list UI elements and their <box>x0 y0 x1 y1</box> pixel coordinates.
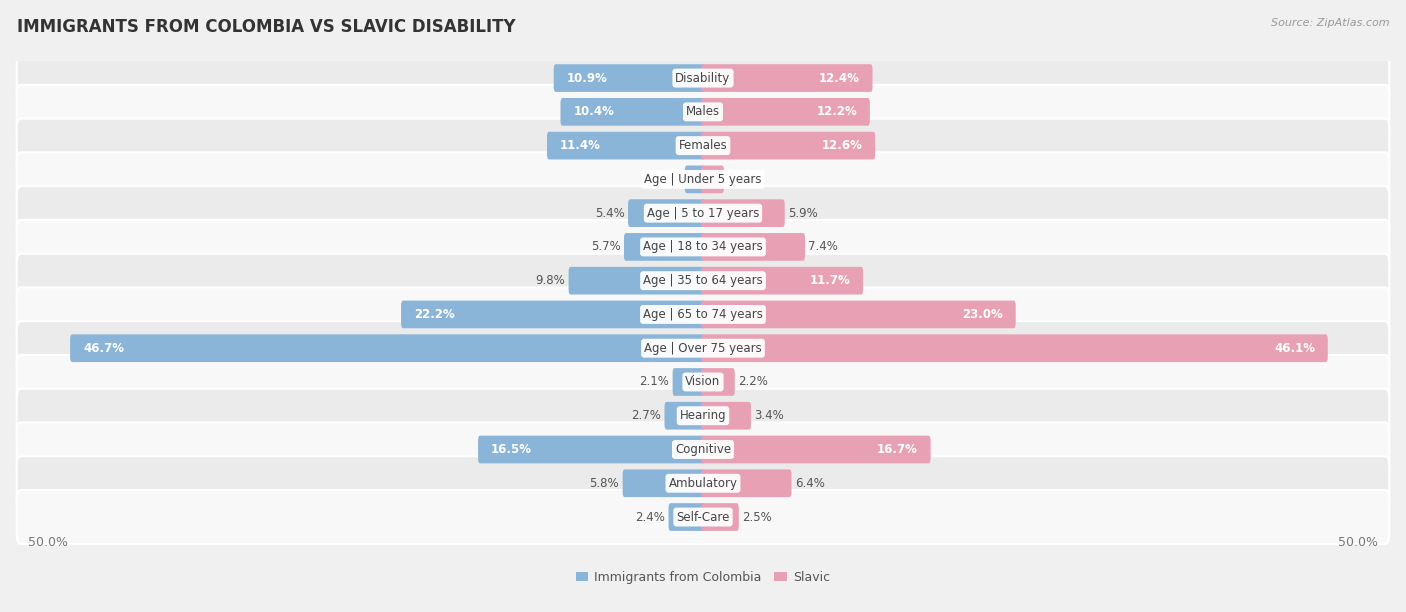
FancyBboxPatch shape <box>628 200 704 227</box>
FancyBboxPatch shape <box>17 51 1389 105</box>
Text: Age | 35 to 64 years: Age | 35 to 64 years <box>643 274 763 287</box>
FancyBboxPatch shape <box>702 64 873 92</box>
Text: 6.4%: 6.4% <box>794 477 825 490</box>
Text: Disability: Disability <box>675 72 731 84</box>
Text: 46.1%: 46.1% <box>1274 341 1315 355</box>
FancyBboxPatch shape <box>702 469 792 497</box>
FancyBboxPatch shape <box>401 300 704 328</box>
FancyBboxPatch shape <box>672 368 704 396</box>
Legend: Immigrants from Colombia, Slavic: Immigrants from Colombia, Slavic <box>575 571 831 584</box>
FancyBboxPatch shape <box>561 98 704 125</box>
FancyBboxPatch shape <box>702 98 870 125</box>
FancyBboxPatch shape <box>17 490 1389 544</box>
FancyBboxPatch shape <box>702 165 724 193</box>
Text: Source: ZipAtlas.com: Source: ZipAtlas.com <box>1271 18 1389 28</box>
Text: 2.1%: 2.1% <box>640 376 669 389</box>
FancyBboxPatch shape <box>17 85 1389 139</box>
Text: 3.4%: 3.4% <box>755 409 785 422</box>
FancyBboxPatch shape <box>17 321 1389 375</box>
FancyBboxPatch shape <box>702 267 863 294</box>
FancyBboxPatch shape <box>17 355 1389 409</box>
FancyBboxPatch shape <box>623 469 704 497</box>
Text: 7.4%: 7.4% <box>808 241 838 253</box>
FancyBboxPatch shape <box>17 220 1389 274</box>
FancyBboxPatch shape <box>478 436 704 463</box>
FancyBboxPatch shape <box>665 402 704 430</box>
FancyBboxPatch shape <box>17 457 1389 510</box>
FancyBboxPatch shape <box>17 119 1389 173</box>
FancyBboxPatch shape <box>17 152 1389 206</box>
Text: Hearing: Hearing <box>679 409 727 422</box>
FancyBboxPatch shape <box>702 300 1015 328</box>
Text: 22.2%: 22.2% <box>413 308 454 321</box>
FancyBboxPatch shape <box>702 233 806 261</box>
FancyBboxPatch shape <box>702 503 738 531</box>
Text: 12.6%: 12.6% <box>821 139 862 152</box>
Text: 16.7%: 16.7% <box>877 443 918 456</box>
Text: 12.2%: 12.2% <box>817 105 858 118</box>
Text: Cognitive: Cognitive <box>675 443 731 456</box>
Text: Ambulatory: Ambulatory <box>668 477 738 490</box>
FancyBboxPatch shape <box>669 503 704 531</box>
Text: IMMIGRANTS FROM COLOMBIA VS SLAVIC DISABILITY: IMMIGRANTS FROM COLOMBIA VS SLAVIC DISAB… <box>17 18 516 36</box>
Text: 50.0%: 50.0% <box>28 536 67 549</box>
Text: 2.4%: 2.4% <box>636 510 665 523</box>
Text: 11.7%: 11.7% <box>810 274 851 287</box>
Text: 50.0%: 50.0% <box>1339 536 1378 549</box>
FancyBboxPatch shape <box>554 64 704 92</box>
Text: Age | Over 75 years: Age | Over 75 years <box>644 341 762 355</box>
Text: 46.7%: 46.7% <box>83 341 124 355</box>
Text: Age | Under 5 years: Age | Under 5 years <box>644 173 762 186</box>
Text: Males: Males <box>686 105 720 118</box>
Text: 5.8%: 5.8% <box>589 477 619 490</box>
Text: 12.4%: 12.4% <box>818 72 859 84</box>
FancyBboxPatch shape <box>702 436 931 463</box>
Text: 11.4%: 11.4% <box>560 139 600 152</box>
Text: 5.9%: 5.9% <box>789 207 818 220</box>
Text: 16.5%: 16.5% <box>491 443 531 456</box>
FancyBboxPatch shape <box>17 253 1389 308</box>
Text: 5.7%: 5.7% <box>591 241 620 253</box>
Text: 10.4%: 10.4% <box>574 105 614 118</box>
Text: 9.8%: 9.8% <box>536 274 565 287</box>
Text: 1.2%: 1.2% <box>651 173 682 186</box>
Text: 2.5%: 2.5% <box>742 510 772 523</box>
Text: Females: Females <box>679 139 727 152</box>
FancyBboxPatch shape <box>702 200 785 227</box>
FancyBboxPatch shape <box>624 233 704 261</box>
FancyBboxPatch shape <box>17 186 1389 240</box>
FancyBboxPatch shape <box>702 368 735 396</box>
Text: 2.7%: 2.7% <box>631 409 661 422</box>
FancyBboxPatch shape <box>702 334 1327 362</box>
FancyBboxPatch shape <box>702 402 751 430</box>
FancyBboxPatch shape <box>702 132 875 160</box>
FancyBboxPatch shape <box>17 288 1389 341</box>
Text: 23.0%: 23.0% <box>962 308 1002 321</box>
Text: 1.4%: 1.4% <box>727 173 758 186</box>
Text: Self-Care: Self-Care <box>676 510 730 523</box>
Text: 2.2%: 2.2% <box>738 376 768 389</box>
Text: 10.9%: 10.9% <box>567 72 607 84</box>
FancyBboxPatch shape <box>547 132 704 160</box>
Text: Age | 18 to 34 years: Age | 18 to 34 years <box>643 241 763 253</box>
Text: Age | 65 to 74 years: Age | 65 to 74 years <box>643 308 763 321</box>
FancyBboxPatch shape <box>685 165 704 193</box>
FancyBboxPatch shape <box>70 334 704 362</box>
Text: Age | 5 to 17 years: Age | 5 to 17 years <box>647 207 759 220</box>
FancyBboxPatch shape <box>17 422 1389 477</box>
FancyBboxPatch shape <box>568 267 704 294</box>
Text: Vision: Vision <box>685 376 721 389</box>
Text: 5.4%: 5.4% <box>595 207 624 220</box>
FancyBboxPatch shape <box>17 389 1389 442</box>
